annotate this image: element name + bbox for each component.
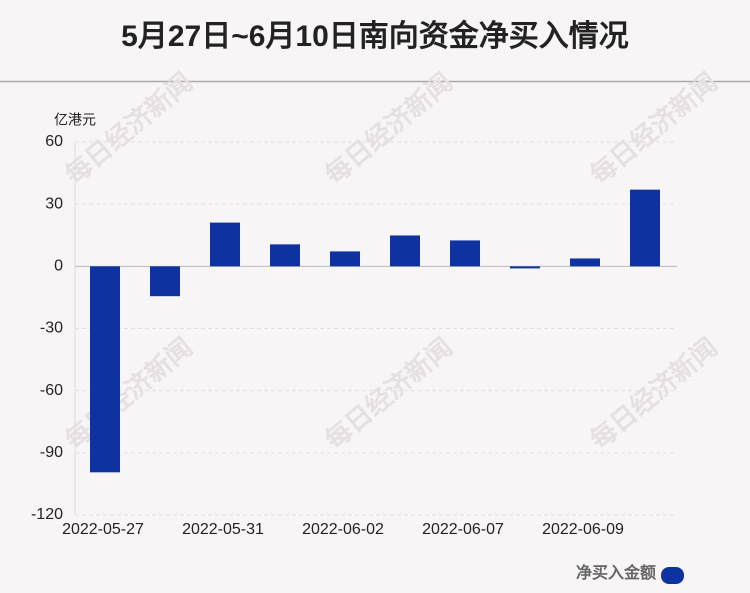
x-tick-label: 2022-06-02 — [302, 521, 384, 538]
bar — [330, 251, 360, 267]
bar — [510, 266, 540, 269]
x-tick-label: 2022-05-27 — [62, 521, 144, 538]
bar — [630, 189, 660, 267]
bar — [570, 258, 600, 267]
x-tick-label: 2022-06-09 — [542, 521, 624, 538]
bar — [390, 235, 420, 267]
y-tick-label: -60 — [40, 382, 63, 399]
x-tick-label: 2022-05-31 — [182, 521, 264, 538]
chart-title: 5月27日~6月10日南向资金净买入情况 — [121, 19, 629, 53]
y-tick-label: 60 — [45, 133, 63, 150]
y-tick-label: -120 — [31, 506, 63, 523]
bar — [90, 266, 120, 473]
y-axis-label: 亿港元 — [54, 112, 96, 128]
bar — [210, 222, 240, 267]
bar — [450, 240, 480, 267]
y-tick-label: 0 — [54, 258, 63, 275]
y-tick-label: -30 — [40, 320, 63, 337]
y-tick-label: 30 — [45, 195, 63, 212]
bar — [150, 266, 180, 297]
x-tick-label: 2022-06-07 — [422, 521, 504, 538]
legend-label: 净买入金额 — [576, 563, 656, 582]
bar — [270, 244, 300, 267]
legend-swatch — [661, 567, 684, 584]
y-tick-label: -90 — [40, 444, 63, 461]
